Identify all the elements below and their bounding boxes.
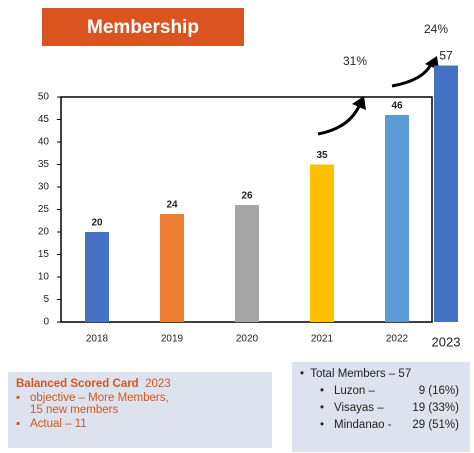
item-text: Actual – 11 <box>30 418 87 430</box>
scorecard-panel: Balanced Scored Card 2023 ▪ objective – M… <box>8 372 272 448</box>
totals-item: • Luzon – 9 (16%) <box>320 385 462 397</box>
chart-title: Membership <box>87 17 199 38</box>
data-label: 57 <box>439 49 453 63</box>
region-value: 29 (51%) <box>412 419 459 431</box>
scorecard-year: 2023 <box>145 378 171 390</box>
annotation: 24% <box>424 22 448 36</box>
bar <box>85 232 109 322</box>
region-name: Visayas – <box>334 402 384 414</box>
y-tick-label: 10 <box>38 272 50 283</box>
bullet: • <box>320 419 325 431</box>
totals-item: • Mindanao - 29 (51%) <box>320 419 462 431</box>
data-label: 20 <box>91 218 103 229</box>
y-tick-label: 50 <box>38 92 50 103</box>
x-tick-label: 2021 <box>311 334 334 345</box>
y-tick-label: 0 <box>43 317 49 328</box>
totals-panel: • Total Members – 57 • Luzon – 9 (16%) • Vis… <box>292 362 470 452</box>
item-text: objective – More Members, 15 new members <box>30 392 169 416</box>
bar <box>385 115 409 322</box>
title-box <box>42 8 244 46</box>
y-tick-label: 35 <box>38 159 50 170</box>
totals-item: • Visayas – 19 (33%) <box>320 402 462 414</box>
arrow-head <box>352 96 366 110</box>
y-tick-label: 25 <box>38 204 50 215</box>
bar <box>434 65 458 322</box>
bar <box>160 214 184 322</box>
bar <box>235 205 259 322</box>
bullet: ▪ <box>16 392 21 404</box>
bullet: • <box>320 402 325 414</box>
data-label: 24 <box>166 200 178 211</box>
scorecard-item: ▪ objective – More Members, 15 new member… <box>16 392 264 416</box>
totals-list: • Luzon – 9 (16%) • Visayas – 19 (33%) • Mindan… <box>320 385 462 431</box>
y-tick-label: 40 <box>38 137 50 148</box>
y-tick-label: 5 <box>43 294 49 305</box>
scorecard-item: ▪ Actual – 11 <box>16 418 264 430</box>
region-value: 9 (16%) <box>418 385 459 397</box>
scorecard-list: ▪ objective – More Members, 15 new member… <box>16 392 264 430</box>
totals-header: • Total Members – 57 <box>300 368 412 380</box>
data-label: 46 <box>391 101 403 112</box>
region-value: 19 (33%) <box>412 402 459 414</box>
x-tick-label: 2018 <box>86 334 109 345</box>
scorecard-heading: Balanced Scored Card <box>16 378 139 390</box>
scorecard-header: Balanced Scored Card 2023 <box>16 378 264 390</box>
x-tick-label: 2023 <box>432 334 461 349</box>
bar <box>310 164 334 322</box>
annotation: 31% <box>343 54 367 68</box>
region-name: Luzon – <box>334 385 375 397</box>
bullet: • <box>320 385 325 397</box>
data-label: 35 <box>316 150 328 161</box>
x-tick-label: 2019 <box>161 334 184 345</box>
x-tick-label: 2022 <box>386 334 409 345</box>
bullet: ▪ <box>16 418 21 430</box>
y-tick-label: 20 <box>38 227 50 238</box>
x-tick-label: 2020 <box>236 334 259 345</box>
data-label: 26 <box>241 191 253 202</box>
arrow <box>317 103 362 136</box>
y-tick-label: 45 <box>38 114 50 125</box>
arrow <box>391 61 434 88</box>
region-name: Mindanao - <box>334 419 392 431</box>
y-tick-label: 15 <box>38 249 50 260</box>
totals-heading: Total Members – 57 <box>310 368 412 380</box>
y-tick-label: 30 <box>38 182 50 193</box>
